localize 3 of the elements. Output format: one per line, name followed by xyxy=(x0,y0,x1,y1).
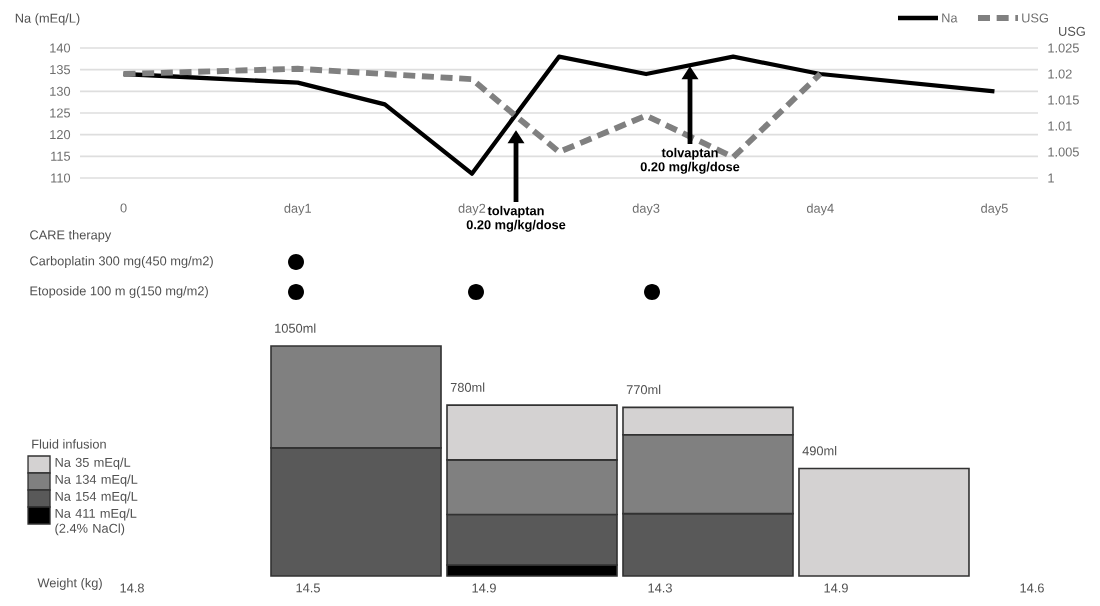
line-series xyxy=(121,54,997,176)
bar xyxy=(798,467,970,577)
line-series xyxy=(120,65,824,161)
